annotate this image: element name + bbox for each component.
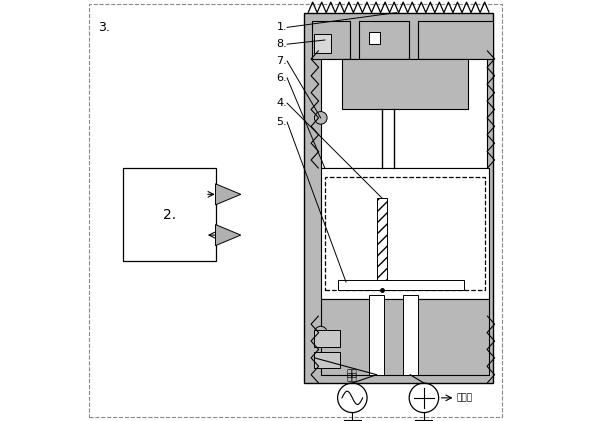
Text: 5.: 5.: [277, 117, 287, 127]
Bar: [314, 330, 340, 347]
Bar: [342, 59, 468, 109]
Bar: [321, 168, 489, 299]
Bar: [337, 280, 464, 290]
Bar: [359, 21, 409, 59]
Text: 4.: 4.: [277, 98, 287, 108]
Text: 2.: 2.: [163, 208, 176, 222]
Bar: [314, 34, 332, 53]
Polygon shape: [216, 184, 241, 205]
Text: 6.: 6.: [277, 73, 287, 83]
Bar: [321, 59, 487, 168]
Text: 7.: 7.: [277, 56, 287, 66]
Bar: [369, 32, 379, 44]
Text: 8.: 8.: [277, 39, 287, 49]
Text: 1.: 1.: [277, 22, 287, 32]
Polygon shape: [216, 224, 241, 245]
Text: 电源: 电源: [347, 373, 358, 382]
Bar: [325, 177, 485, 290]
Text: 3.: 3.: [98, 21, 109, 34]
Bar: [418, 21, 493, 59]
Bar: [403, 295, 418, 375]
Bar: [304, 13, 493, 383]
Bar: [321, 299, 489, 375]
Circle shape: [314, 326, 327, 339]
Bar: [376, 198, 387, 282]
Bar: [123, 168, 216, 261]
Bar: [369, 295, 384, 375]
Bar: [312, 21, 350, 59]
Text: 高压: 高压: [347, 369, 358, 378]
Bar: [314, 352, 340, 368]
Circle shape: [314, 112, 327, 124]
Text: 真空泵: 真空泵: [456, 393, 472, 402]
